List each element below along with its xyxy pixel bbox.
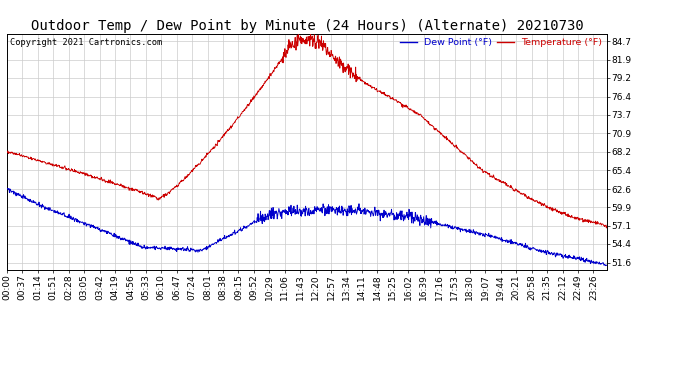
Legend: Dew Point (°F), Temperature (°F): Dew Point (°F), Temperature (°F): [396, 35, 607, 51]
Text: Copyright 2021 Cartronics.com: Copyright 2021 Cartronics.com: [10, 39, 162, 48]
Title: Outdoor Temp / Dew Point by Minute (24 Hours) (Alternate) 20210730: Outdoor Temp / Dew Point by Minute (24 H…: [30, 19, 584, 33]
